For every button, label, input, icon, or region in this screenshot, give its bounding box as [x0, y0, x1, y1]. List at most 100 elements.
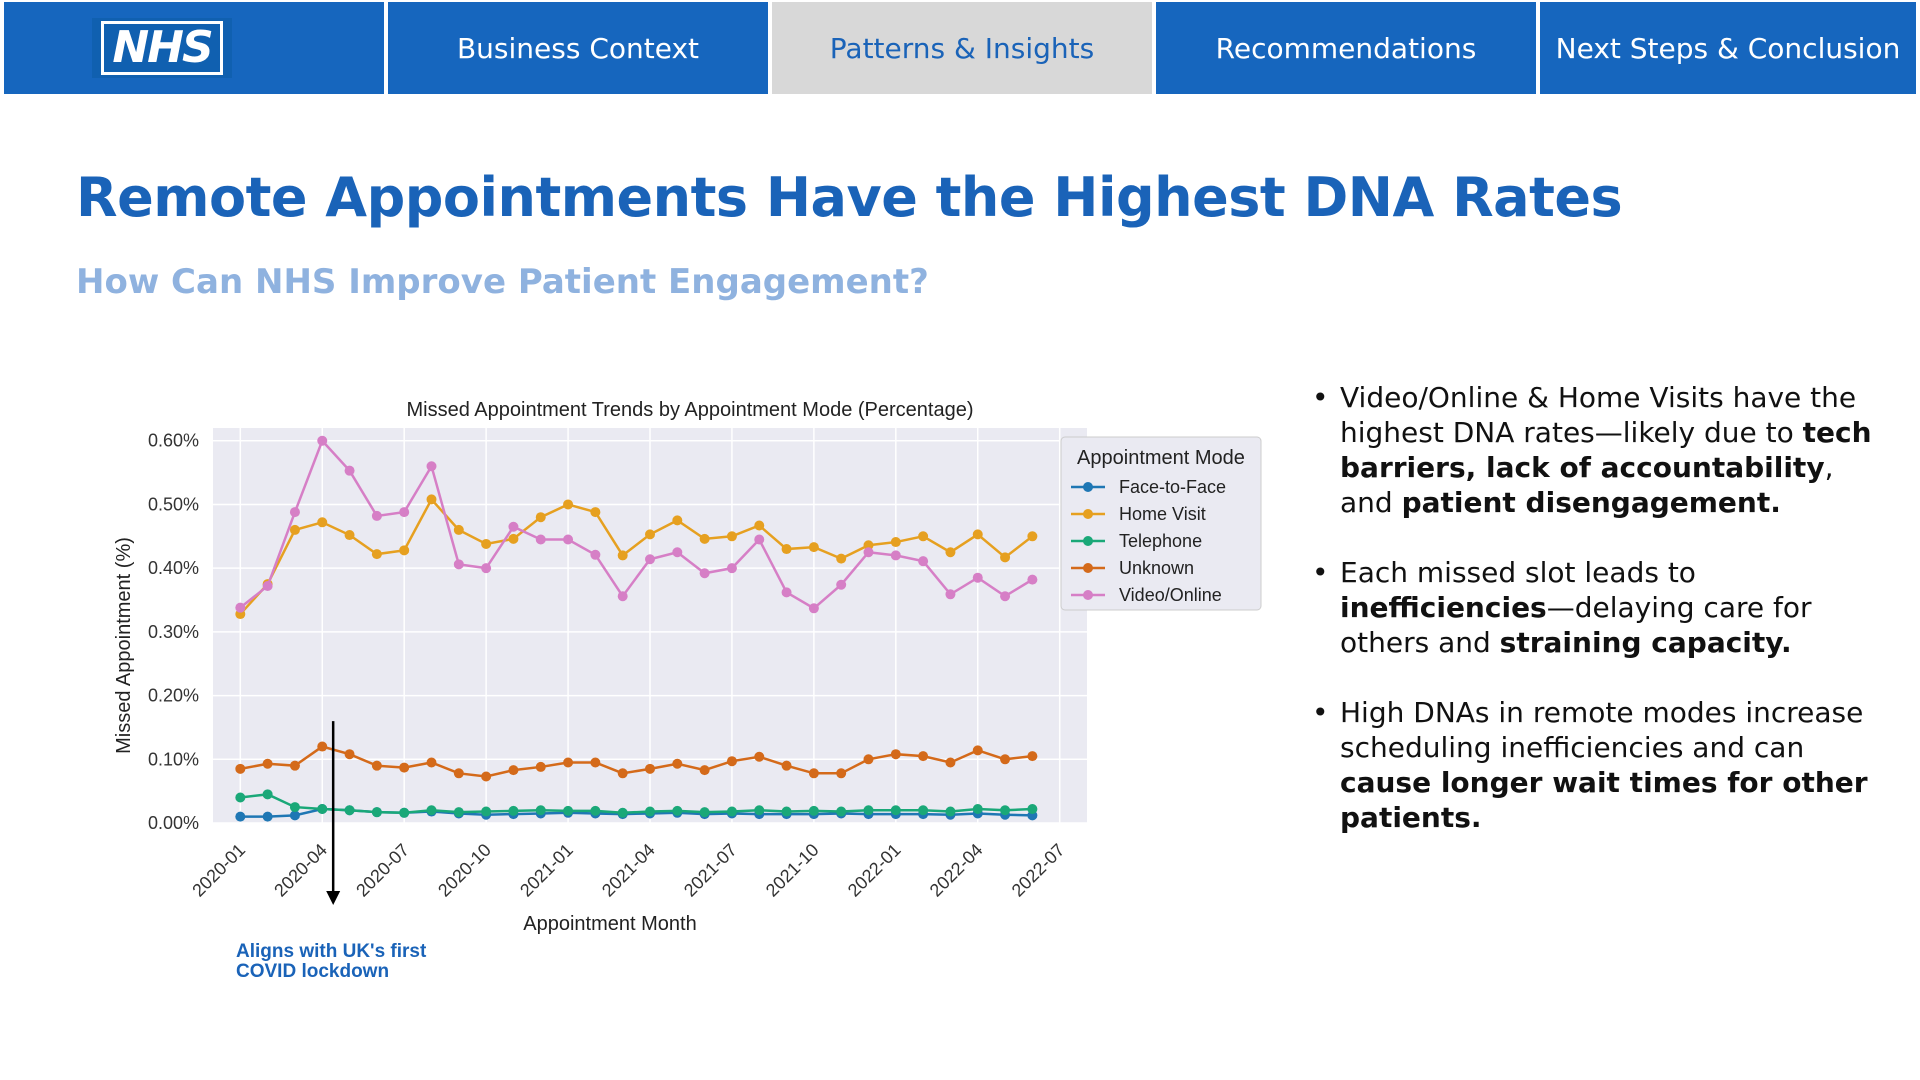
data-point: [453, 559, 464, 570]
data-point: [672, 515, 683, 526]
data-point: [1027, 531, 1038, 542]
insight-bullet: Each missed slot leads to inefficiencies…: [1312, 555, 1872, 660]
data-point: [399, 507, 410, 518]
data-point: [344, 805, 355, 816]
data-point: [863, 805, 874, 816]
tab-next-steps-conclusion[interactable]: Next Steps & Conclusion: [1540, 2, 1916, 94]
data-point: [918, 531, 929, 542]
tab-recommendations[interactable]: Recommendations: [1156, 2, 1536, 94]
data-point: [945, 547, 956, 558]
data-point: [972, 529, 983, 540]
y-tick-label: 0.40%: [148, 558, 199, 578]
data-point: [781, 587, 792, 598]
logo-cell[interactable]: NHS: [4, 2, 384, 94]
insight-bullet: Video/Online & Home Visits have the high…: [1312, 380, 1872, 520]
tab-patterns-insights[interactable]: Patterns & Insights: [772, 2, 1152, 94]
data-point: [535, 534, 546, 545]
data-point: [371, 760, 382, 771]
legend-entry: Home Visit: [1119, 504, 1206, 524]
data-point: [508, 521, 519, 532]
data-point: [945, 757, 956, 768]
legend-box: [1060, 436, 1262, 611]
y-tick-label: 0.30%: [148, 622, 199, 642]
data-point: [672, 547, 683, 558]
data-point: [726, 563, 737, 574]
data-point: [754, 534, 765, 545]
data-point: [726, 806, 737, 817]
data-point: [754, 751, 765, 762]
data-point: [535, 512, 546, 523]
data-point: [289, 760, 300, 771]
legend-swatch-marker: [1083, 536, 1093, 546]
data-point: [699, 533, 710, 544]
data-point: [481, 806, 492, 817]
x-tick-label: 2022-01: [844, 840, 905, 901]
data-point: [235, 602, 246, 613]
data-point: [453, 807, 464, 818]
chart-title: Missed Appointment Trends by Appointment…: [407, 399, 974, 421]
data-point: [1027, 751, 1038, 762]
data-point: [344, 530, 355, 541]
data-point: [890, 550, 901, 561]
data-point: [645, 763, 655, 774]
data-point: [371, 510, 382, 521]
data-point: [754, 805, 765, 816]
data-point: [508, 805, 519, 816]
data-point: [699, 807, 710, 818]
data-point: [945, 806, 956, 817]
data-point: [672, 805, 683, 816]
data-point: [1000, 552, 1011, 563]
data-point: [808, 805, 819, 816]
tab-label: Patterns & Insights: [829, 31, 1095, 65]
data-point: [590, 805, 601, 816]
legend-swatch-marker: [1083, 482, 1093, 492]
tab-business-context[interactable]: Business Context: [388, 2, 768, 94]
data-point: [972, 572, 983, 583]
y-tick-label: 0.50%: [148, 494, 199, 514]
data-point: [289, 507, 300, 518]
data-point: [617, 591, 628, 602]
data-point: [645, 554, 655, 565]
bullet-text: Video/Online & Home Visits have the high…: [1340, 381, 1857, 449]
data-point: [453, 524, 464, 535]
nhs-logo-text: NHS: [101, 21, 223, 75]
data-point: [1027, 803, 1038, 814]
data-point: [235, 811, 246, 822]
legend-swatch-marker: [1083, 509, 1093, 519]
data-point: [890, 749, 901, 760]
data-point: [1000, 805, 1011, 816]
data-point: [426, 494, 437, 505]
y-axis-label: Missed Appointment (%): [113, 537, 135, 754]
data-point: [317, 741, 328, 752]
missed-appointment-chart: 0.00% 0.10% 0.20% 0.30% 0.40% 0.50% 0.60% 2020-…: [113, 399, 1262, 934]
tab-label: Next Steps & Conclusion: [1555, 31, 1901, 65]
insight-bullet: High DNAs in remote modes increase sched…: [1312, 695, 1872, 835]
data-point: [836, 553, 847, 564]
annotation-arrow-head: [326, 891, 341, 905]
data-point: [645, 529, 655, 540]
x-tick-label: 2022-04: [926, 840, 987, 901]
annotation-line-1: Aligns with UK's first: [236, 941, 427, 962]
series-telephone: [235, 789, 1038, 818]
x-tick-label: 2020-01: [188, 840, 249, 901]
data-point: [344, 465, 355, 476]
top-navigation: NHS Business Context Patterns & Insights…: [0, 0, 1920, 96]
series-unknown: [235, 741, 1038, 782]
data-point: [426, 805, 437, 816]
data-point: [535, 805, 546, 816]
data-point: [317, 517, 328, 528]
y-tick-label: 0.60%: [148, 431, 199, 451]
data-point: [289, 802, 300, 813]
bullet-text: Each missed slot leads to: [1340, 556, 1696, 589]
data-point: [754, 520, 765, 531]
bullet-emphasis: inefficiencies: [1340, 591, 1547, 624]
data-point: [590, 757, 601, 768]
insight-bullets: Video/Online & Home Visits have the high…: [1312, 380, 1872, 870]
data-point: [590, 549, 601, 560]
data-point: [836, 768, 847, 779]
data-point: [426, 757, 437, 768]
data-point: [563, 805, 574, 816]
legend-title: Appointment Mode: [1077, 447, 1245, 469]
y-tick-label: 0.10%: [148, 749, 199, 769]
data-point: [481, 563, 492, 574]
